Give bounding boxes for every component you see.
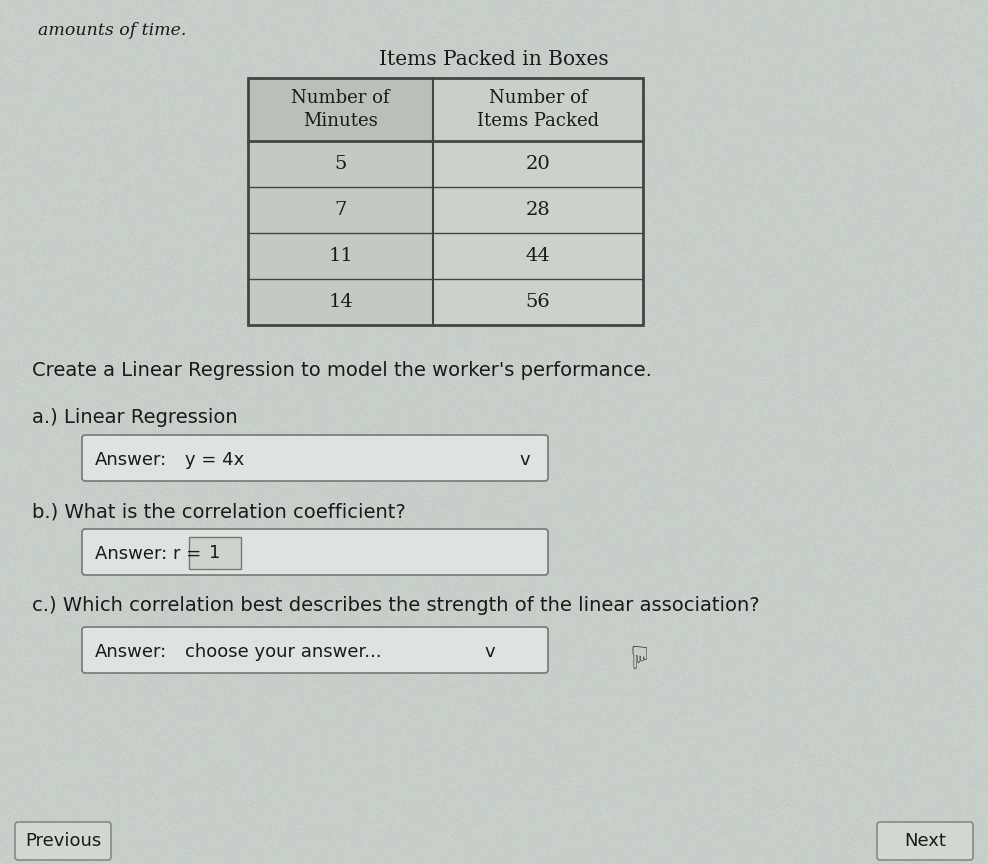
Text: c.) Which correlation best describes the strength of the linear association?: c.) Which correlation best describes the… <box>32 596 760 615</box>
FancyBboxPatch shape <box>877 822 973 860</box>
Text: 14: 14 <box>328 293 353 311</box>
Text: 56: 56 <box>526 293 550 311</box>
FancyBboxPatch shape <box>82 627 548 673</box>
Text: Answer:: Answer: <box>95 451 167 469</box>
Text: ☝: ☝ <box>625 638 644 666</box>
Bar <box>433 141 643 187</box>
Bar <box>248 187 433 233</box>
Text: a.) Linear Regression: a.) Linear Regression <box>32 408 238 427</box>
Bar <box>433 233 643 279</box>
Text: amounts of time.: amounts of time. <box>38 22 187 39</box>
Bar <box>433 279 643 325</box>
Text: y = 4x: y = 4x <box>185 451 244 469</box>
Text: choose your answer...: choose your answer... <box>185 643 381 661</box>
FancyBboxPatch shape <box>189 537 241 569</box>
Bar <box>248 233 433 279</box>
Bar <box>433 78 643 141</box>
Text: Number of
Minutes: Number of Minutes <box>291 89 389 130</box>
Text: Answer:: Answer: <box>95 643 167 661</box>
Bar <box>433 187 643 233</box>
Text: b.) What is the correlation coefficient?: b.) What is the correlation coefficient? <box>32 502 406 521</box>
FancyBboxPatch shape <box>82 435 548 481</box>
Text: 11: 11 <box>328 247 353 265</box>
Text: 7: 7 <box>334 201 347 219</box>
Bar <box>248 141 433 187</box>
Text: Answer: r =: Answer: r = <box>95 545 202 563</box>
FancyBboxPatch shape <box>15 822 111 860</box>
Text: Previous: Previous <box>25 832 101 850</box>
Bar <box>248 279 433 325</box>
Text: 44: 44 <box>526 247 550 265</box>
Text: 5: 5 <box>334 155 347 173</box>
Text: 20: 20 <box>526 155 550 173</box>
Text: Create a Linear Regression to model the worker's performance.: Create a Linear Regression to model the … <box>32 361 652 380</box>
Bar <box>248 78 643 325</box>
Text: v: v <box>520 451 531 469</box>
Bar <box>248 78 433 141</box>
FancyBboxPatch shape <box>82 529 548 575</box>
Text: Next: Next <box>904 832 946 850</box>
Text: v: v <box>485 643 495 661</box>
Text: Number of
Items Packed: Number of Items Packed <box>477 89 599 130</box>
Text: Items Packed in Boxes: Items Packed in Boxes <box>379 50 609 69</box>
Text: 28: 28 <box>526 201 550 219</box>
Text: 1: 1 <box>209 544 220 562</box>
